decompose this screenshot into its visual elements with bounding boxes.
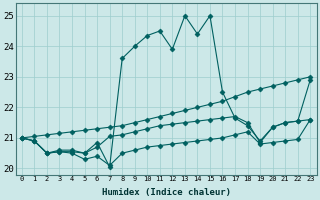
X-axis label: Humidex (Indice chaleur): Humidex (Indice chaleur) (101, 188, 231, 197)
